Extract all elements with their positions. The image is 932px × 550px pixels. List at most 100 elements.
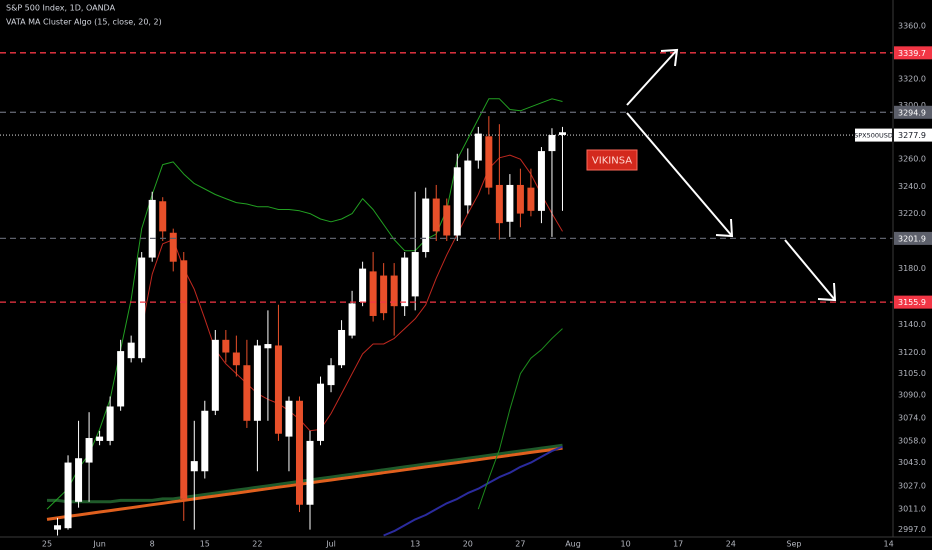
candle-body bbox=[369, 271, 377, 316]
level-label-box bbox=[894, 46, 932, 60]
x-tick-label: 15 bbox=[200, 540, 210, 549]
last-price-box bbox=[894, 128, 932, 142]
x-tick-label: Jul bbox=[325, 540, 336, 549]
candle-body bbox=[359, 268, 367, 302]
annotation-box bbox=[586, 149, 638, 171]
candle-body bbox=[253, 345, 261, 421]
candle-body bbox=[390, 275, 398, 307]
candle-body bbox=[264, 344, 272, 349]
indicator-name: VATA MA Cluster Algo (15, close, 20, 2) bbox=[6, 18, 162, 27]
axis: 3360.0 3320.0 3300.0 3260.0 3240.0 3220.0 3180… bbox=[42, 22, 932, 549]
level-label-box bbox=[894, 105, 932, 119]
candle-body bbox=[138, 257, 146, 359]
annotation: VIKINSA bbox=[592, 156, 632, 167]
candle-body bbox=[306, 440, 314, 505]
candle-body bbox=[127, 342, 135, 359]
level-label-box bbox=[894, 295, 932, 309]
level-label: 3155.9 bbox=[898, 298, 926, 307]
y-tick-label: 3360.0 bbox=[898, 22, 926, 31]
candle-body bbox=[516, 184, 524, 214]
candle-body bbox=[148, 199, 156, 258]
level-label: 3339.7 bbox=[898, 49, 926, 58]
candle-body bbox=[527, 187, 535, 211]
x-tick-label: Sep bbox=[786, 540, 801, 549]
candle-body bbox=[54, 525, 62, 530]
y-tick-label: 3300.0 bbox=[898, 101, 926, 110]
last-price-label: 3277.9 bbox=[898, 131, 926, 140]
arrow-head bbox=[715, 218, 734, 238]
x-tick-label: 25 bbox=[42, 540, 52, 549]
y-tick-label: 3120.0 bbox=[898, 348, 926, 357]
candle-body bbox=[338, 329, 346, 366]
x-tick-label: 22 bbox=[252, 540, 262, 549]
candle-body bbox=[222, 339, 230, 353]
y-tick-label: 3105.0 bbox=[898, 369, 926, 378]
x-tick-label: 14 bbox=[884, 540, 894, 549]
candle-body bbox=[211, 339, 219, 411]
candle-body bbox=[464, 160, 472, 206]
candle-body bbox=[432, 198, 440, 232]
arrow bbox=[784, 239, 836, 301]
x-tick-label: 27 bbox=[515, 540, 525, 549]
candle-body bbox=[180, 260, 188, 499]
level-label: 3201.9 bbox=[898, 234, 926, 243]
y-tick-label: 3240.0 bbox=[898, 182, 926, 191]
x-tick-label: 17 bbox=[673, 540, 683, 549]
candle-body bbox=[317, 383, 325, 441]
x-tick-label: 24 bbox=[726, 540, 736, 549]
candle-body bbox=[159, 201, 167, 232]
candle-body bbox=[495, 184, 503, 224]
y-tick-label: 3140.0 bbox=[898, 320, 926, 329]
candle-body bbox=[106, 406, 114, 441]
candle-body bbox=[348, 303, 356, 336]
indicator-line bbox=[383, 445, 563, 537]
candle-body bbox=[548, 134, 556, 152]
candle-body bbox=[243, 365, 251, 421]
candle-body bbox=[190, 461, 198, 472]
candle-body bbox=[474, 133, 482, 161]
candle-body bbox=[506, 184, 514, 222]
y-tick-label: 3260.0 bbox=[898, 155, 926, 164]
y-tick-label: 3058.0 bbox=[898, 436, 926, 445]
y-tick-label: 3027.0 bbox=[898, 481, 926, 490]
overlay: VIKINSA bbox=[586, 48, 837, 302]
y-tick-label: 3043.0 bbox=[898, 458, 926, 467]
candle-body bbox=[380, 275, 388, 314]
candle-body bbox=[411, 252, 419, 297]
candle-body bbox=[117, 351, 125, 407]
x-tick-label: Jun bbox=[92, 540, 106, 549]
x-tick-label: 13 bbox=[410, 540, 420, 549]
y-tick-label: 3320.0 bbox=[898, 74, 926, 83]
x-tick-label: Aug bbox=[565, 540, 581, 549]
y-tick-label: 3220.0 bbox=[898, 209, 926, 218]
indicator-line bbox=[477, 328, 563, 510]
candle-body bbox=[443, 205, 451, 236]
candle-body bbox=[285, 400, 293, 437]
x-tick-label: 8 bbox=[150, 540, 155, 549]
candle-body bbox=[295, 400, 303, 505]
candle-body bbox=[169, 232, 177, 262]
symbol-label: SPX500USD bbox=[854, 132, 893, 140]
plot bbox=[0, 52, 893, 537]
arrow-head bbox=[817, 282, 837, 302]
candle-body bbox=[537, 151, 545, 211]
candle-body bbox=[232, 352, 240, 366]
candle-body bbox=[422, 198, 430, 253]
symbol-label-box bbox=[855, 128, 892, 142]
level-label: 3294.9 bbox=[898, 108, 926, 117]
arrow bbox=[626, 49, 678, 106]
price-axis bbox=[893, 0, 932, 550]
candle-body bbox=[558, 132, 566, 135]
y-tick-label: 3011.0 bbox=[898, 505, 926, 514]
indicator-line bbox=[47, 443, 563, 504]
candle-body bbox=[401, 257, 409, 307]
candle-body bbox=[327, 365, 335, 386]
y-tick-label: 2997.0 bbox=[898, 525, 926, 534]
candle-body bbox=[75, 458, 83, 502]
candle-body bbox=[201, 410, 209, 472]
x-tick-label: 20 bbox=[463, 540, 473, 549]
arrow-head bbox=[660, 48, 679, 67]
candle-body bbox=[64, 462, 72, 529]
